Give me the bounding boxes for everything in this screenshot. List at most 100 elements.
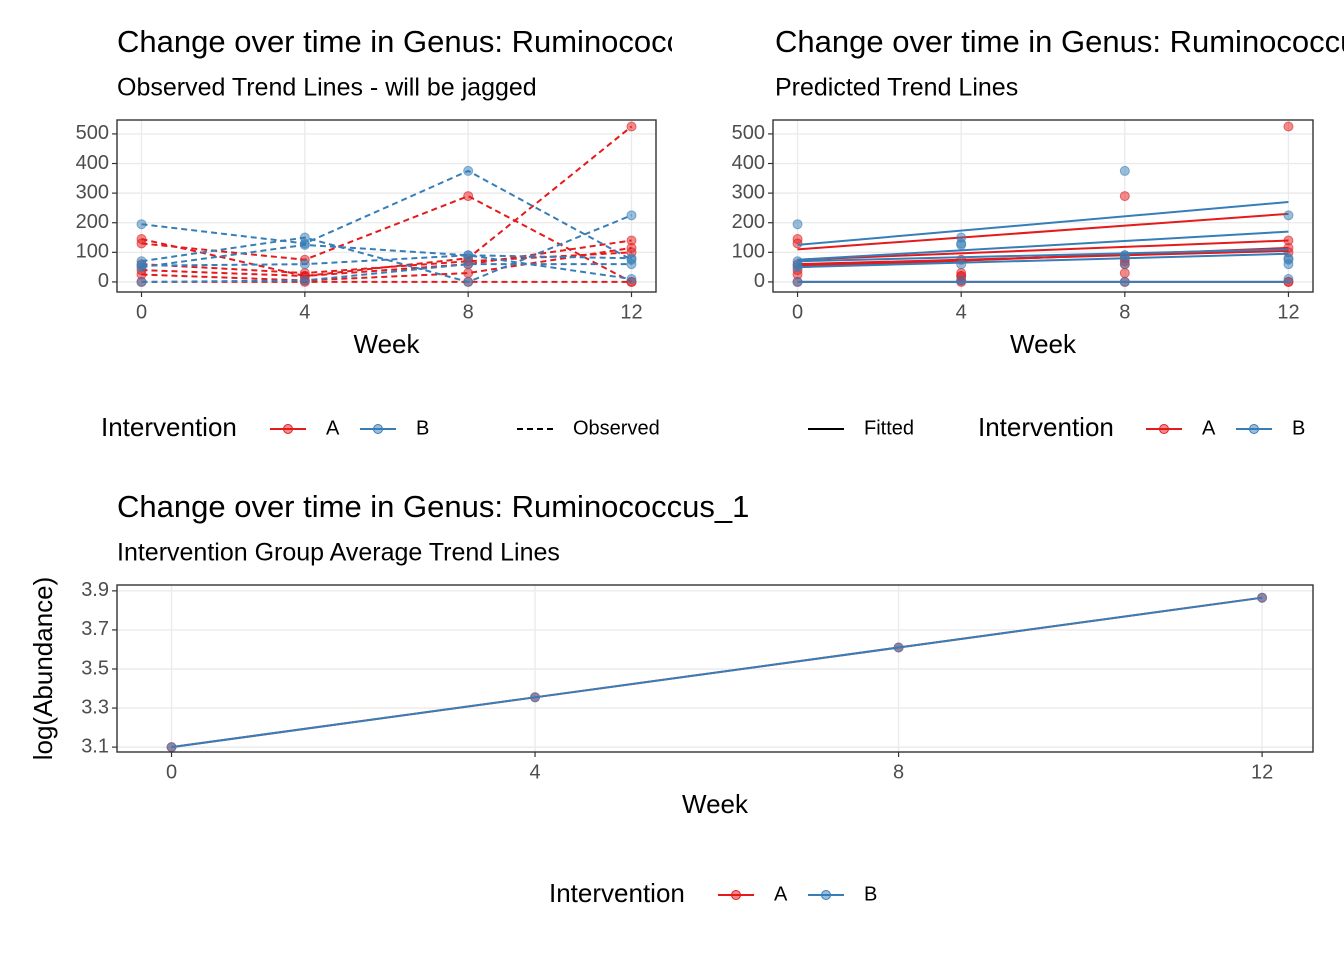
data-point	[792, 219, 803, 230]
data-point	[136, 219, 147, 230]
data-point	[626, 121, 637, 132]
data-point	[1119, 165, 1130, 176]
x-tick-label: 12	[1277, 301, 1299, 323]
data-point	[1283, 273, 1294, 284]
y-tick-label: 400	[76, 152, 109, 174]
subtitle: Intervention Group Average Trend Lines	[117, 539, 560, 567]
data-point	[166, 742, 177, 753]
x-tick-label: 4	[956, 301, 967, 323]
data-point	[626, 253, 637, 264]
trend-line	[141, 263, 632, 283]
y-tick-label: 500	[76, 122, 109, 144]
y-tick-label: 3.1	[81, 735, 109, 757]
legend-label: B	[1292, 417, 1305, 439]
legend-key-point	[283, 424, 293, 434]
subtitle: Observed Trend Lines - will be jagged	[117, 74, 537, 102]
legend-key-point	[373, 424, 383, 434]
titles: Change over time in Genus: Ruminococcus_…	[117, 24, 749, 59]
legend-key-point	[821, 890, 831, 900]
y-tick-label: 300	[76, 181, 109, 203]
trend-line	[171, 596, 1263, 749]
fitted-line	[797, 212, 1289, 251]
data-point	[956, 259, 967, 270]
legend-label: Fitted	[864, 417, 914, 439]
legend-key-point	[1249, 424, 1259, 434]
y-tick-label: 3.7	[81, 618, 109, 640]
y-tick-label: 3.9	[81, 579, 109, 601]
data-point	[792, 238, 803, 249]
data-point	[463, 276, 474, 287]
data-point	[1283, 121, 1294, 132]
title: Change over time in Genus: Ruminococcus_…	[117, 489, 749, 524]
x-tick-label: 8	[1119, 301, 1130, 323]
legend-label: B	[416, 417, 429, 439]
y-tick-label: 0	[754, 270, 765, 292]
legend-label: B	[864, 883, 877, 905]
data-point	[1119, 259, 1130, 270]
data-point	[299, 275, 310, 286]
subtitle: Predicted Trend Lines	[775, 74, 1018, 102]
legend-label: Observed	[573, 417, 660, 439]
titles: Change over time in Genus: Ruminococcus_…	[775, 24, 1344, 59]
legend-label: A	[1202, 417, 1216, 439]
fitted-line	[797, 201, 1289, 246]
data-point	[893, 642, 904, 653]
panel: Change over time in Genus: Ruminococcus_…	[28, 489, 1314, 908]
legend-title: Intervention	[978, 412, 1114, 442]
fitted-line	[797, 230, 1289, 261]
data-point	[463, 259, 474, 270]
legend-title: Intervention	[101, 412, 237, 442]
data-point	[1119, 250, 1130, 261]
data-point	[792, 276, 803, 287]
title: Change over time in Genus: Ruminococcus_…	[117, 24, 749, 59]
data-point	[136, 262, 147, 273]
data-point	[626, 210, 637, 221]
y-tick-label: 200	[76, 211, 109, 233]
x-tick-label: 12	[620, 301, 642, 323]
trend-line	[141, 243, 632, 269]
fitted-line	[797, 248, 1289, 263]
legend-label: A	[774, 883, 788, 905]
titles: Change over time in Genus: Ruminococcus_…	[117, 489, 749, 524]
trend-line	[141, 251, 632, 275]
x-tick-label: 0	[136, 301, 147, 323]
data-point	[956, 239, 967, 250]
y-axis-label: log(Abundance)	[28, 577, 58, 761]
x-tick-label: 0	[166, 761, 177, 783]
x-tick-label: 8	[893, 761, 904, 783]
trend-line	[141, 169, 632, 261]
fitted-line	[797, 252, 1289, 269]
trend-line	[141, 246, 632, 282]
legend-key-point	[1159, 424, 1169, 434]
data-point	[463, 165, 474, 176]
x-tick-label: 12	[1251, 761, 1273, 783]
y-tick-label: 3.5	[81, 657, 109, 679]
trend-line	[141, 239, 632, 278]
trend-line	[141, 254, 632, 280]
x-tick-label: 4	[299, 301, 310, 323]
data-point	[1283, 253, 1294, 264]
legend-key-point	[731, 890, 741, 900]
data-point	[299, 259, 310, 270]
y-tick-label: 100	[732, 241, 765, 263]
plot-border	[772, 119, 1314, 293]
panel: Change over time in Genus: Ruminococcus_…	[732, 24, 1344, 442]
data-point	[956, 275, 967, 286]
y-tick-label: 200	[732, 211, 765, 233]
data-point	[1119, 268, 1130, 279]
data-point	[136, 276, 147, 287]
trend-line	[141, 214, 632, 283]
y-tick-label: 100	[76, 241, 109, 263]
x-axis-label: Week	[682, 789, 749, 819]
x-tick-label: 0	[792, 301, 803, 323]
plot-border	[116, 584, 1314, 753]
data-point	[136, 238, 147, 249]
x-axis-label: Week	[354, 329, 421, 359]
y-tick-label: 400	[732, 152, 765, 174]
data-point	[1257, 592, 1268, 603]
data-point	[530, 692, 541, 703]
data-point	[463, 268, 474, 279]
trend-line	[141, 125, 633, 278]
x-tick-label: 8	[463, 301, 474, 323]
